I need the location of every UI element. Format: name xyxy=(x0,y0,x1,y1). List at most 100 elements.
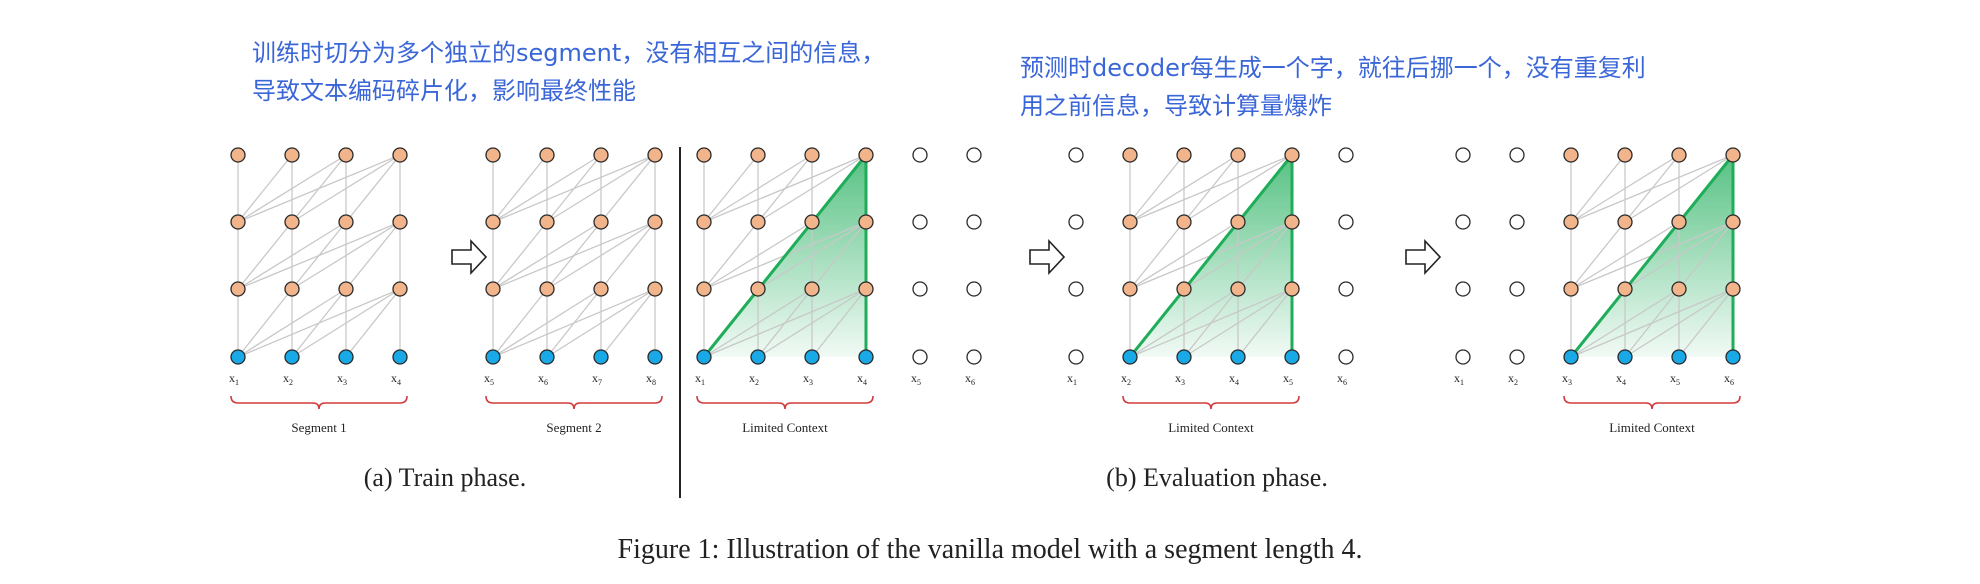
brace xyxy=(696,395,874,410)
empty-node xyxy=(1338,147,1354,163)
hidden-node xyxy=(804,147,820,163)
input-node xyxy=(647,349,663,365)
hidden-node xyxy=(1176,214,1192,230)
hidden-node xyxy=(804,281,820,297)
hidden-node xyxy=(1563,147,1579,163)
input-node xyxy=(485,349,501,365)
connection-line xyxy=(703,221,813,290)
token-label: x6 xyxy=(1337,371,1347,387)
input-node xyxy=(858,349,874,365)
connection-line xyxy=(1129,221,1185,290)
connection-line xyxy=(757,221,867,290)
hidden-node xyxy=(284,281,300,297)
empty-node xyxy=(1068,349,1084,365)
token-subscript: 4 xyxy=(397,378,401,387)
connection-line xyxy=(1237,221,1293,290)
input-node xyxy=(804,349,820,365)
token-label: x2 xyxy=(1508,371,1518,387)
empty-node xyxy=(1455,349,1471,365)
hidden-node xyxy=(750,214,766,230)
empty-node xyxy=(1068,147,1084,163)
connection-line xyxy=(291,221,401,290)
connection-line xyxy=(1129,288,1293,358)
token-label: x3 xyxy=(803,371,813,387)
empty-node xyxy=(1509,147,1525,163)
connection-line xyxy=(1570,288,1680,358)
hidden-node xyxy=(1122,214,1138,230)
hidden-node xyxy=(1230,281,1246,297)
token-label: x3 xyxy=(1562,371,1572,387)
hidden-node xyxy=(230,281,246,297)
connection-line xyxy=(1570,221,1680,290)
input-node xyxy=(696,349,712,365)
hidden-node xyxy=(338,147,354,163)
brace xyxy=(1563,395,1741,410)
token-label: x6 xyxy=(1724,371,1734,387)
empty-node xyxy=(1338,349,1354,365)
panel-3: x1 x2 x3 x4 x5 x6 Limited Context xyxy=(695,147,982,435)
empty-node xyxy=(966,147,982,163)
connection-line xyxy=(237,221,401,290)
connection-line xyxy=(492,154,548,223)
connection-line xyxy=(811,221,867,290)
connection-line xyxy=(237,154,293,223)
connection-line xyxy=(600,154,656,223)
connection-line xyxy=(1624,221,1734,290)
empty-node xyxy=(1509,349,1525,365)
token-subscript: 5 xyxy=(490,378,494,387)
connection-line xyxy=(492,221,548,290)
hidden-node xyxy=(230,147,246,163)
brace-label: Limited Context xyxy=(742,420,828,435)
eval-subcaption: (b) Evaluation phase. xyxy=(1106,463,1328,492)
token-subscript: 4 xyxy=(1235,378,1239,387)
brace-label: Limited Context xyxy=(1609,420,1695,435)
token-label: x4 xyxy=(1616,371,1626,387)
connection-line xyxy=(1183,154,1293,223)
token-label: x1 xyxy=(1454,371,1464,387)
hidden-node xyxy=(1671,214,1687,230)
input-node xyxy=(1284,349,1300,365)
hidden-node xyxy=(1725,214,1741,230)
connection-line xyxy=(237,288,401,358)
hidden-node xyxy=(485,147,501,163)
token-label: x6 xyxy=(965,371,975,387)
connection-line xyxy=(237,288,293,358)
empty-node xyxy=(1068,281,1084,297)
hidden-node xyxy=(1617,214,1633,230)
connection-line xyxy=(1570,221,1626,290)
input-node xyxy=(593,349,609,365)
hidden-node xyxy=(1230,147,1246,163)
connection-line xyxy=(492,154,602,223)
connection-line xyxy=(1183,221,1293,290)
hidden-node xyxy=(804,214,820,230)
token-subscript: 5 xyxy=(917,378,921,387)
empty-node xyxy=(966,281,982,297)
connection-line xyxy=(703,221,759,290)
hidden-node xyxy=(230,214,246,230)
input-node xyxy=(230,349,246,365)
token-label: x2 xyxy=(749,371,759,387)
input-node xyxy=(1122,349,1138,365)
connection-line xyxy=(1570,288,1734,358)
empty-node xyxy=(1455,147,1471,163)
connection-line xyxy=(237,288,347,358)
hidden-node xyxy=(696,214,712,230)
connection-line xyxy=(1129,154,1239,223)
token-subscript: 6 xyxy=(1343,378,1347,387)
hidden-node xyxy=(1563,214,1579,230)
token-label: x1 xyxy=(229,371,239,387)
token-label: x4 xyxy=(857,371,867,387)
hidden-node xyxy=(1122,281,1138,297)
empty-node xyxy=(912,214,928,230)
token-label: x7 xyxy=(592,371,602,387)
hidden-node xyxy=(1176,281,1192,297)
token-label: x4 xyxy=(391,371,401,387)
input-node xyxy=(338,349,354,365)
hidden-node xyxy=(338,281,354,297)
connection-line xyxy=(291,288,401,358)
connection-line xyxy=(546,221,656,290)
input-node xyxy=(1617,349,1633,365)
empty-node xyxy=(1509,281,1525,297)
connection-line xyxy=(811,288,867,358)
